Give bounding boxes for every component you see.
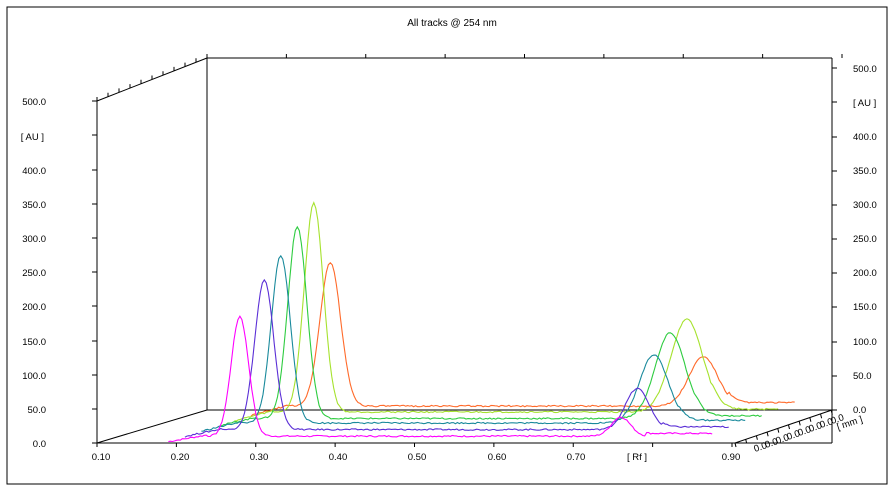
left-y-tick-label: 150.0 <box>22 337 46 348</box>
z-axis-line <box>734 409 833 444</box>
z-tick-label: 0.0 <box>819 416 835 431</box>
left-y-tick-label: 400.0 <box>22 166 46 177</box>
z-ticks: 0.0 0.0 0.0 0.0 0.0 0.0 0.0 0.0 [ mm ] <box>753 412 864 455</box>
z-tick-mark <box>809 417 812 422</box>
z-tick-mark <box>745 439 748 444</box>
left-y-tick-label: 350.0 <box>22 200 46 211</box>
x-axis-unit: [ Rf ] <box>627 452 647 463</box>
right-y-tick-label: 350.0 <box>853 166 877 177</box>
z-tick-label: 0.0 <box>786 428 802 443</box>
right-y-tick-label: 100.0 <box>853 337 877 348</box>
x-tick-label: 0.90 <box>722 452 741 463</box>
series-line-track-3 <box>201 254 746 432</box>
z-tick-mark <box>755 435 758 440</box>
z-tick-label: 0.0 <box>808 420 824 435</box>
left-y-tick-label: 100.0 <box>22 371 46 382</box>
z-tick-label: 0.0 <box>753 440 769 455</box>
right-y-tick-label: 50.0 <box>853 371 872 382</box>
right-y-tick-label: 150.0 <box>853 302 877 313</box>
right-y-axis-unit: [ AU ] <box>853 98 876 109</box>
left-y-tick-label: 250.0 <box>22 268 46 279</box>
right-y-tick-label: 500.0 <box>853 64 877 75</box>
x-tick-label: 0.50 <box>408 452 427 463</box>
left-y-tick-label: 500.0 <box>22 97 46 108</box>
axis-box <box>96 57 833 444</box>
z-tick-label: 0.0 <box>830 412 846 427</box>
x-tick-label: 0.10 <box>92 452 111 463</box>
tick-marks <box>92 54 843 448</box>
right-y-tick-label: 250.0 <box>853 234 877 245</box>
x-tick-label: 0.70 <box>567 452 586 463</box>
z-tick-mark <box>820 414 823 419</box>
z-tick-label: 0.0 <box>764 436 780 451</box>
right-y-ticks: 0.0 50.0 100.0 150.0 200.0 250.0 300.0 3… <box>853 64 877 416</box>
left-y-tick-label: 200.0 <box>22 302 46 313</box>
x-tick-label: 0.20 <box>171 452 190 463</box>
bottom-left-diagonal <box>96 409 208 444</box>
x-tick-label: 0.30 <box>250 452 269 463</box>
series-line-track-5 <box>234 201 779 422</box>
right-y-tick-label: 300.0 <box>853 200 877 211</box>
right-y-tick-label: 0.0 <box>853 405 866 416</box>
series-line-track-4 <box>217 225 762 428</box>
x-ticks: 0.10 0.20 0.30 0.40 0.50 0.60 0.70 0.90 … <box>92 452 741 463</box>
left-y-tick-label: 300.0 <box>22 234 46 245</box>
left-y-axis-unit: [ AU ] <box>21 132 44 143</box>
z-tick-mark <box>798 421 801 426</box>
left-y-ticks: 0.0 50.0 100.0 150.0 200.0 250.0 300.0 3… <box>21 97 46 450</box>
right-y-tick-label: 200.0 <box>853 268 877 279</box>
series-line-track-1 <box>168 315 713 443</box>
z-tick-mark <box>777 428 780 433</box>
series-traces <box>168 201 795 443</box>
series-line-track-6 <box>250 262 795 417</box>
z-tick-mark <box>830 410 833 415</box>
z-tick-label: 0.0 <box>775 432 791 447</box>
chart-title: All tracks @ 254 nm <box>407 18 497 29</box>
z-tick-mark <box>734 442 737 448</box>
left-y-tick-label: 0.0 <box>33 439 46 450</box>
x-tick-label: 0.40 <box>329 452 348 463</box>
chart-border <box>6 6 888 485</box>
x-tick-label: 0.60 <box>488 452 507 463</box>
z-tick-label: 0.0 <box>797 424 813 439</box>
series-line-track-2 <box>184 278 729 438</box>
z-tick-mark <box>788 424 790 430</box>
right-y-tick-label: 400.0 <box>853 132 877 143</box>
z-tick-mark <box>766 432 769 437</box>
left-y-tick-label: 50.0 <box>28 405 47 416</box>
